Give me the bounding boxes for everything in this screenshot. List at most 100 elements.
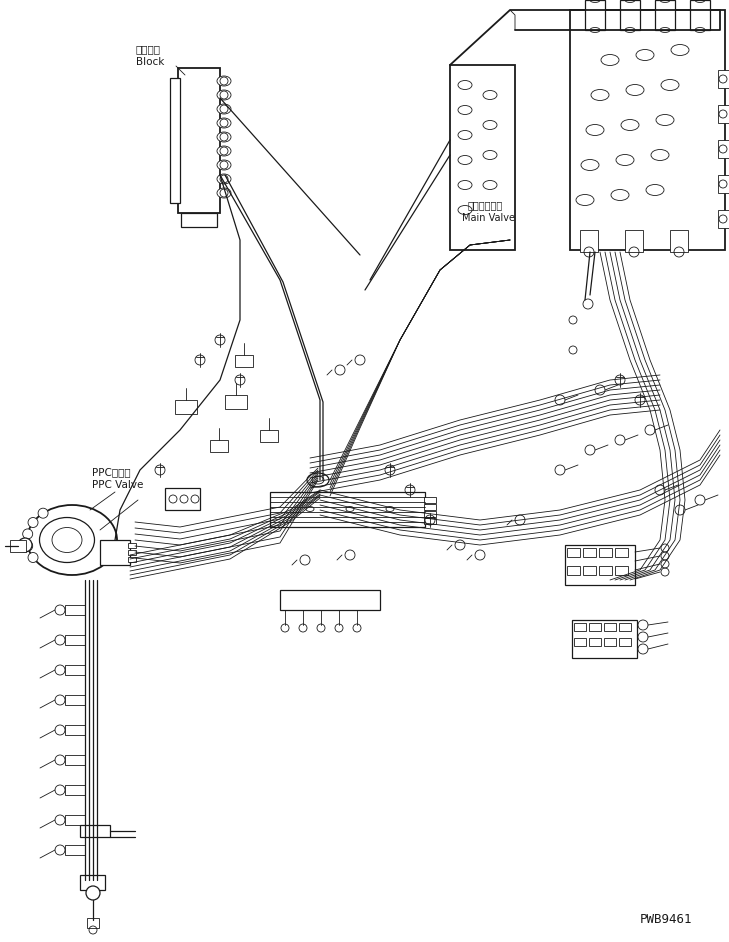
Bar	[260, 430, 278, 442]
Bar	[570, 10, 725, 250]
Bar	[589, 638, 601, 646]
Circle shape	[615, 435, 625, 445]
Bar	[615, 548, 628, 557]
Circle shape	[38, 508, 48, 518]
Bar	[424, 504, 436, 510]
Circle shape	[585, 445, 595, 455]
Ellipse shape	[217, 132, 231, 142]
Bar	[65, 665, 85, 675]
Circle shape	[23, 528, 33, 539]
Ellipse shape	[217, 174, 231, 184]
Bar	[128, 550, 136, 555]
Bar	[424, 511, 436, 517]
Bar	[615, 566, 628, 575]
Text: Block: Block	[136, 57, 164, 67]
Circle shape	[555, 465, 565, 475]
Text: PWB9461: PWB9461	[640, 913, 693, 926]
Bar	[65, 605, 85, 615]
Bar	[567, 548, 580, 557]
Bar	[165, 488, 200, 510]
Bar	[424, 497, 436, 503]
Circle shape	[28, 553, 38, 562]
Text: PPCバルブ: PPCバルブ	[92, 467, 130, 477]
Bar	[100, 540, 130, 565]
Bar	[565, 545, 635, 585]
Bar	[655, 0, 675, 30]
Bar	[718, 140, 729, 158]
Circle shape	[355, 355, 365, 365]
Bar	[65, 815, 85, 825]
Bar	[718, 210, 729, 228]
Bar	[690, 0, 710, 30]
Bar	[567, 566, 580, 575]
Circle shape	[555, 395, 565, 405]
Bar	[65, 695, 85, 705]
Circle shape	[675, 505, 685, 515]
Circle shape	[515, 515, 525, 525]
Circle shape	[455, 540, 465, 550]
Bar	[65, 725, 85, 735]
Circle shape	[645, 425, 655, 435]
Bar	[80, 875, 105, 890]
Text: メインバルブ: メインバルブ	[468, 200, 503, 210]
Bar	[583, 566, 596, 575]
Bar	[599, 566, 612, 575]
Bar	[619, 638, 631, 646]
Bar	[280, 590, 380, 610]
Ellipse shape	[217, 90, 231, 100]
Bar	[170, 78, 180, 203]
Bar	[65, 785, 85, 795]
Circle shape	[86, 886, 100, 900]
Circle shape	[595, 385, 605, 395]
Bar	[181, 213, 217, 227]
Bar	[65, 845, 85, 855]
Circle shape	[18, 538, 32, 552]
Circle shape	[345, 550, 355, 560]
Circle shape	[655, 485, 665, 495]
Bar	[718, 105, 729, 123]
Ellipse shape	[217, 160, 231, 170]
Text: PPC Valve: PPC Valve	[92, 480, 144, 490]
Bar	[583, 548, 596, 557]
Circle shape	[475, 550, 485, 560]
Ellipse shape	[217, 188, 231, 198]
Bar	[718, 70, 729, 88]
Bar	[620, 0, 640, 30]
Bar	[670, 230, 688, 252]
Text: Main Valve: Main Valve	[462, 213, 515, 223]
Bar	[65, 635, 85, 645]
Bar	[210, 440, 228, 452]
Bar	[10, 540, 26, 552]
Circle shape	[23, 541, 33, 551]
Ellipse shape	[217, 104, 231, 114]
Bar	[580, 230, 598, 252]
Bar	[424, 518, 436, 524]
Bar	[235, 355, 253, 367]
Circle shape	[335, 365, 345, 375]
Bar	[450, 65, 515, 250]
Bar	[625, 230, 643, 252]
Ellipse shape	[307, 473, 329, 487]
Bar	[572, 620, 637, 658]
Ellipse shape	[217, 76, 231, 86]
Bar	[589, 623, 601, 631]
Bar	[718, 175, 729, 193]
Bar	[270, 492, 425, 527]
Bar	[574, 638, 586, 646]
Bar	[599, 548, 612, 557]
Bar	[178, 68, 220, 213]
Bar	[604, 638, 616, 646]
Bar	[619, 623, 631, 631]
Ellipse shape	[217, 118, 231, 128]
Bar	[128, 557, 136, 562]
Text: ブロック: ブロック	[136, 44, 161, 54]
Circle shape	[300, 555, 310, 565]
Ellipse shape	[27, 505, 117, 575]
Bar	[585, 0, 605, 30]
Bar	[128, 543, 136, 548]
Bar	[574, 623, 586, 631]
Bar	[80, 825, 110, 837]
Bar	[604, 623, 616, 631]
Bar	[175, 400, 197, 414]
Circle shape	[695, 495, 705, 505]
